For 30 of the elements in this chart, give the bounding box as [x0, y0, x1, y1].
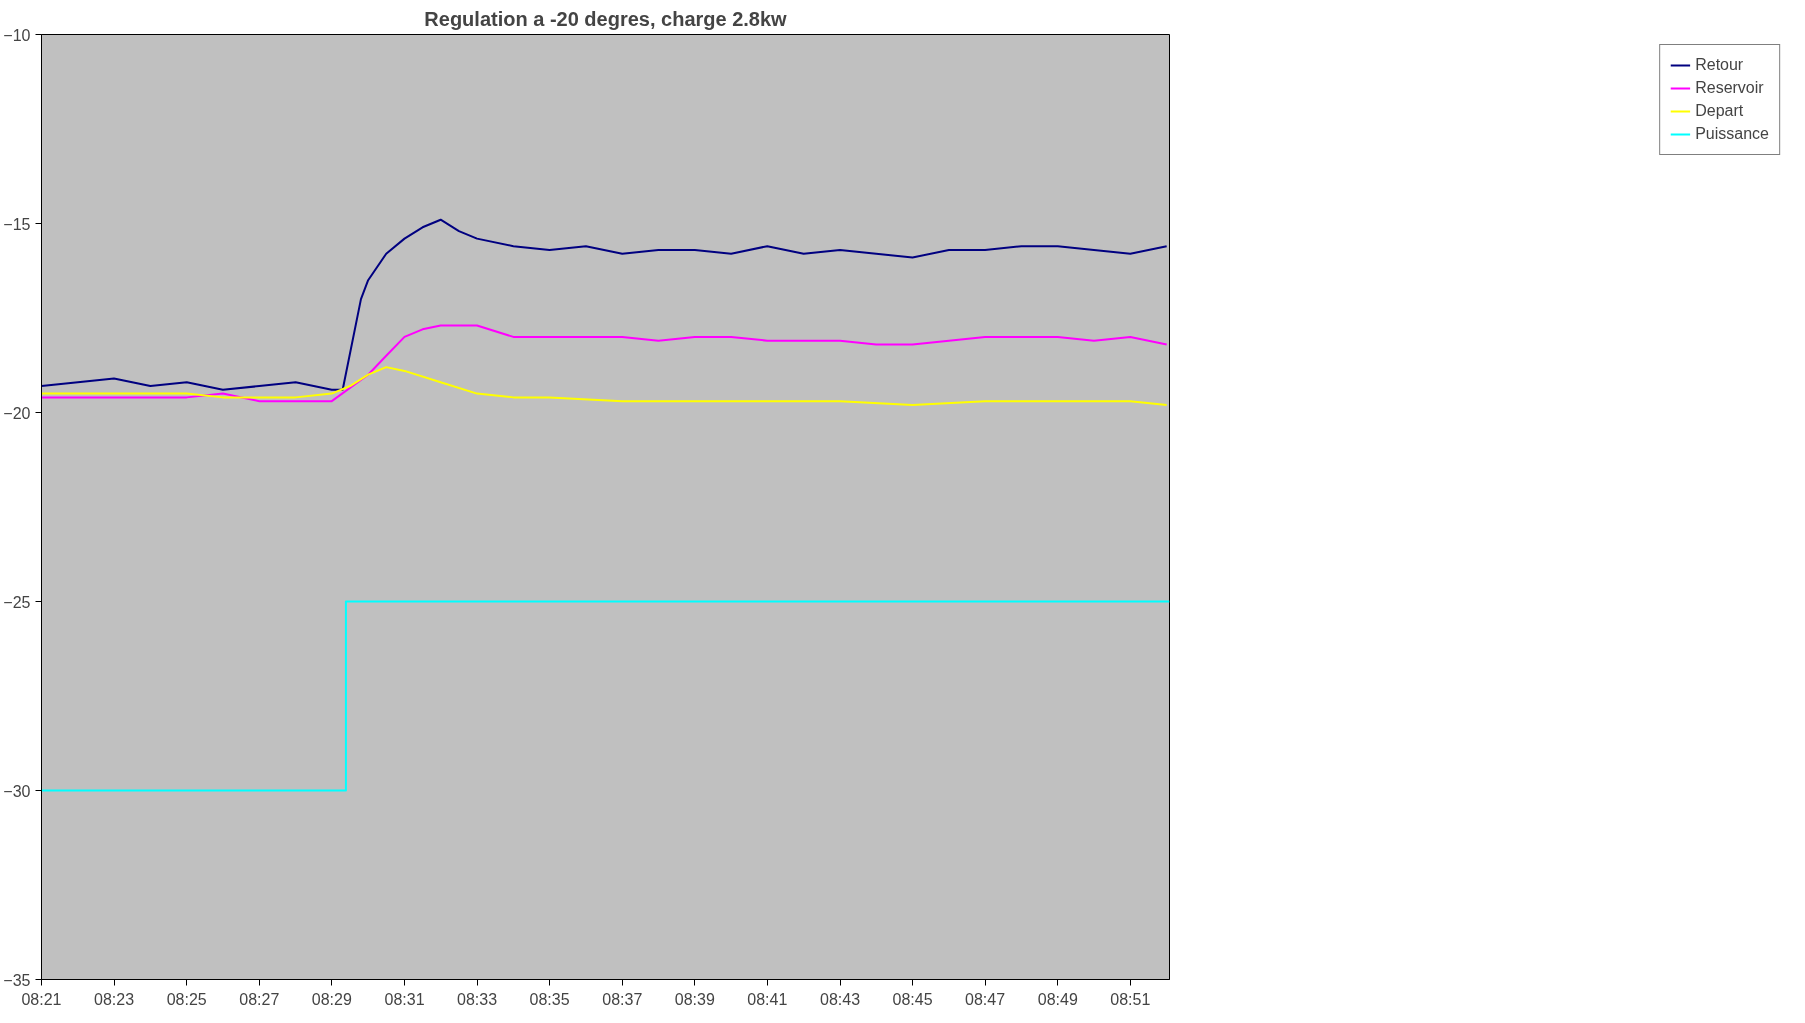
x-tick-label: 08:29	[311, 990, 352, 1008]
legend-label: Retour	[1695, 56, 1744, 74]
x-tick-label: 08:35	[529, 990, 570, 1008]
legend-label: Puissance	[1695, 125, 1769, 143]
y-tick-label: −15	[3, 215, 31, 233]
x-tick-label: 08:41	[747, 990, 788, 1008]
line-series	[41, 218, 1168, 391]
x-tick-label: 08:51	[1110, 990, 1151, 1008]
x-tick-label: 08:33	[457, 990, 498, 1008]
y-tick-label: −25	[3, 593, 31, 611]
x-tick-label: 08:47	[965, 990, 1006, 1008]
x-tick-label: 08:25	[166, 990, 207, 1008]
x-tick-label: 08:23	[93, 990, 135, 1008]
y-tick-label: −10	[3, 26, 31, 44]
line-series	[41, 324, 1168, 403]
x-tick-label: 08:39	[674, 990, 715, 1008]
chart-title: Regulation a -20 degres, charge 2.8kw	[424, 7, 788, 30]
x-tick-label: 08:31	[384, 990, 425, 1008]
line-series	[41, 366, 1168, 406]
x-tick-label: 08:27	[239, 990, 280, 1008]
x-tick-label: 08:21	[21, 990, 62, 1008]
legend-label: Depart	[1695, 102, 1744, 120]
x-tick-label: 08:37	[602, 990, 643, 1008]
y-tick-label: −30	[3, 782, 31, 800]
x-tick-label: 08:49	[1037, 990, 1078, 1008]
x-tick-label: 08:45	[892, 990, 933, 1008]
y-tick-label: −20	[3, 404, 31, 422]
y-tick-label: −35	[3, 971, 31, 989]
x-tick-label: 08:43	[820, 990, 861, 1008]
legend-label: Reservoir	[1695, 79, 1764, 97]
